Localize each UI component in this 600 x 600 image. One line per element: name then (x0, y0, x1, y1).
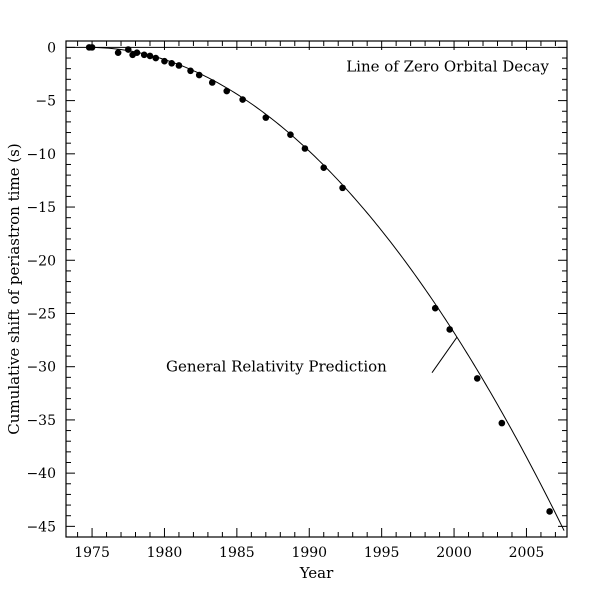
x-tick-labels: 1975 1980 1985 1990 1995 2000 2005 (74, 545, 544, 561)
y-tick-label: −45 (26, 519, 56, 535)
data-point (152, 54, 160, 62)
curve-layer (66, 46, 567, 531)
gr-prediction-curve (89, 46, 565, 531)
data-point (208, 79, 216, 86)
ticks-layer (66, 41, 567, 538)
plot-frame (65, 40, 568, 538)
y-tick-labels: 0 −5 −10 −15 −20 −25 −30 −35 −40 −45 (26, 40, 56, 535)
data-point (161, 57, 168, 65)
data-point (114, 49, 122, 57)
y-tick-label: −5 (35, 94, 56, 110)
x-tick-label: 1985 (219, 545, 255, 561)
gr-prediction-label: General Relativity Prediction (166, 358, 387, 376)
y-tick-label: −30 (26, 360, 56, 376)
x-tick-label: 2000 (436, 545, 472, 561)
data-point (223, 87, 231, 95)
x-tick-label: 2005 (509, 545, 545, 561)
data-point (146, 52, 154, 60)
y-tick-label: −15 (26, 200, 56, 216)
data-point (133, 49, 141, 57)
y-tick-label: 0 (47, 40, 56, 56)
data-point (262, 114, 270, 121)
data-point (546, 508, 553, 515)
y-tick-label: −10 (26, 147, 56, 163)
data-point (187, 67, 194, 75)
data-point (168, 60, 176, 67)
y-tick-label: −40 (26, 466, 56, 482)
data-point (431, 304, 439, 312)
data-point (498, 419, 506, 427)
data-point (88, 44, 96, 51)
data-point (124, 46, 132, 53)
data-point (239, 96, 246, 103)
data-points (85, 44, 553, 515)
y-tick-label: −25 (26, 306, 56, 322)
x-tick-label: 1980 (147, 545, 183, 561)
data-point (320, 164, 328, 171)
data-point (339, 184, 346, 192)
gr-prediction-pointer (431, 336, 458, 373)
data-point (175, 62, 183, 69)
zero-decay-label: Line of Zero Orbital Decay (346, 57, 549, 75)
x-axis-title: Year (299, 564, 334, 582)
data-point (473, 375, 481, 382)
x-tick-label: 1995 (364, 545, 400, 561)
data-point (301, 145, 309, 152)
data-point (287, 131, 294, 138)
x-tick-label: 1990 (291, 545, 327, 561)
x-tick-label: 1975 (74, 545, 110, 561)
y-axis-title: Cumulative shift of periastron time (s) (5, 143, 23, 434)
data-point (195, 71, 203, 79)
data-point (140, 51, 148, 59)
y-tick-label: −20 (26, 253, 56, 269)
y-tick-label: −35 (26, 413, 56, 429)
data-point (446, 326, 454, 333)
